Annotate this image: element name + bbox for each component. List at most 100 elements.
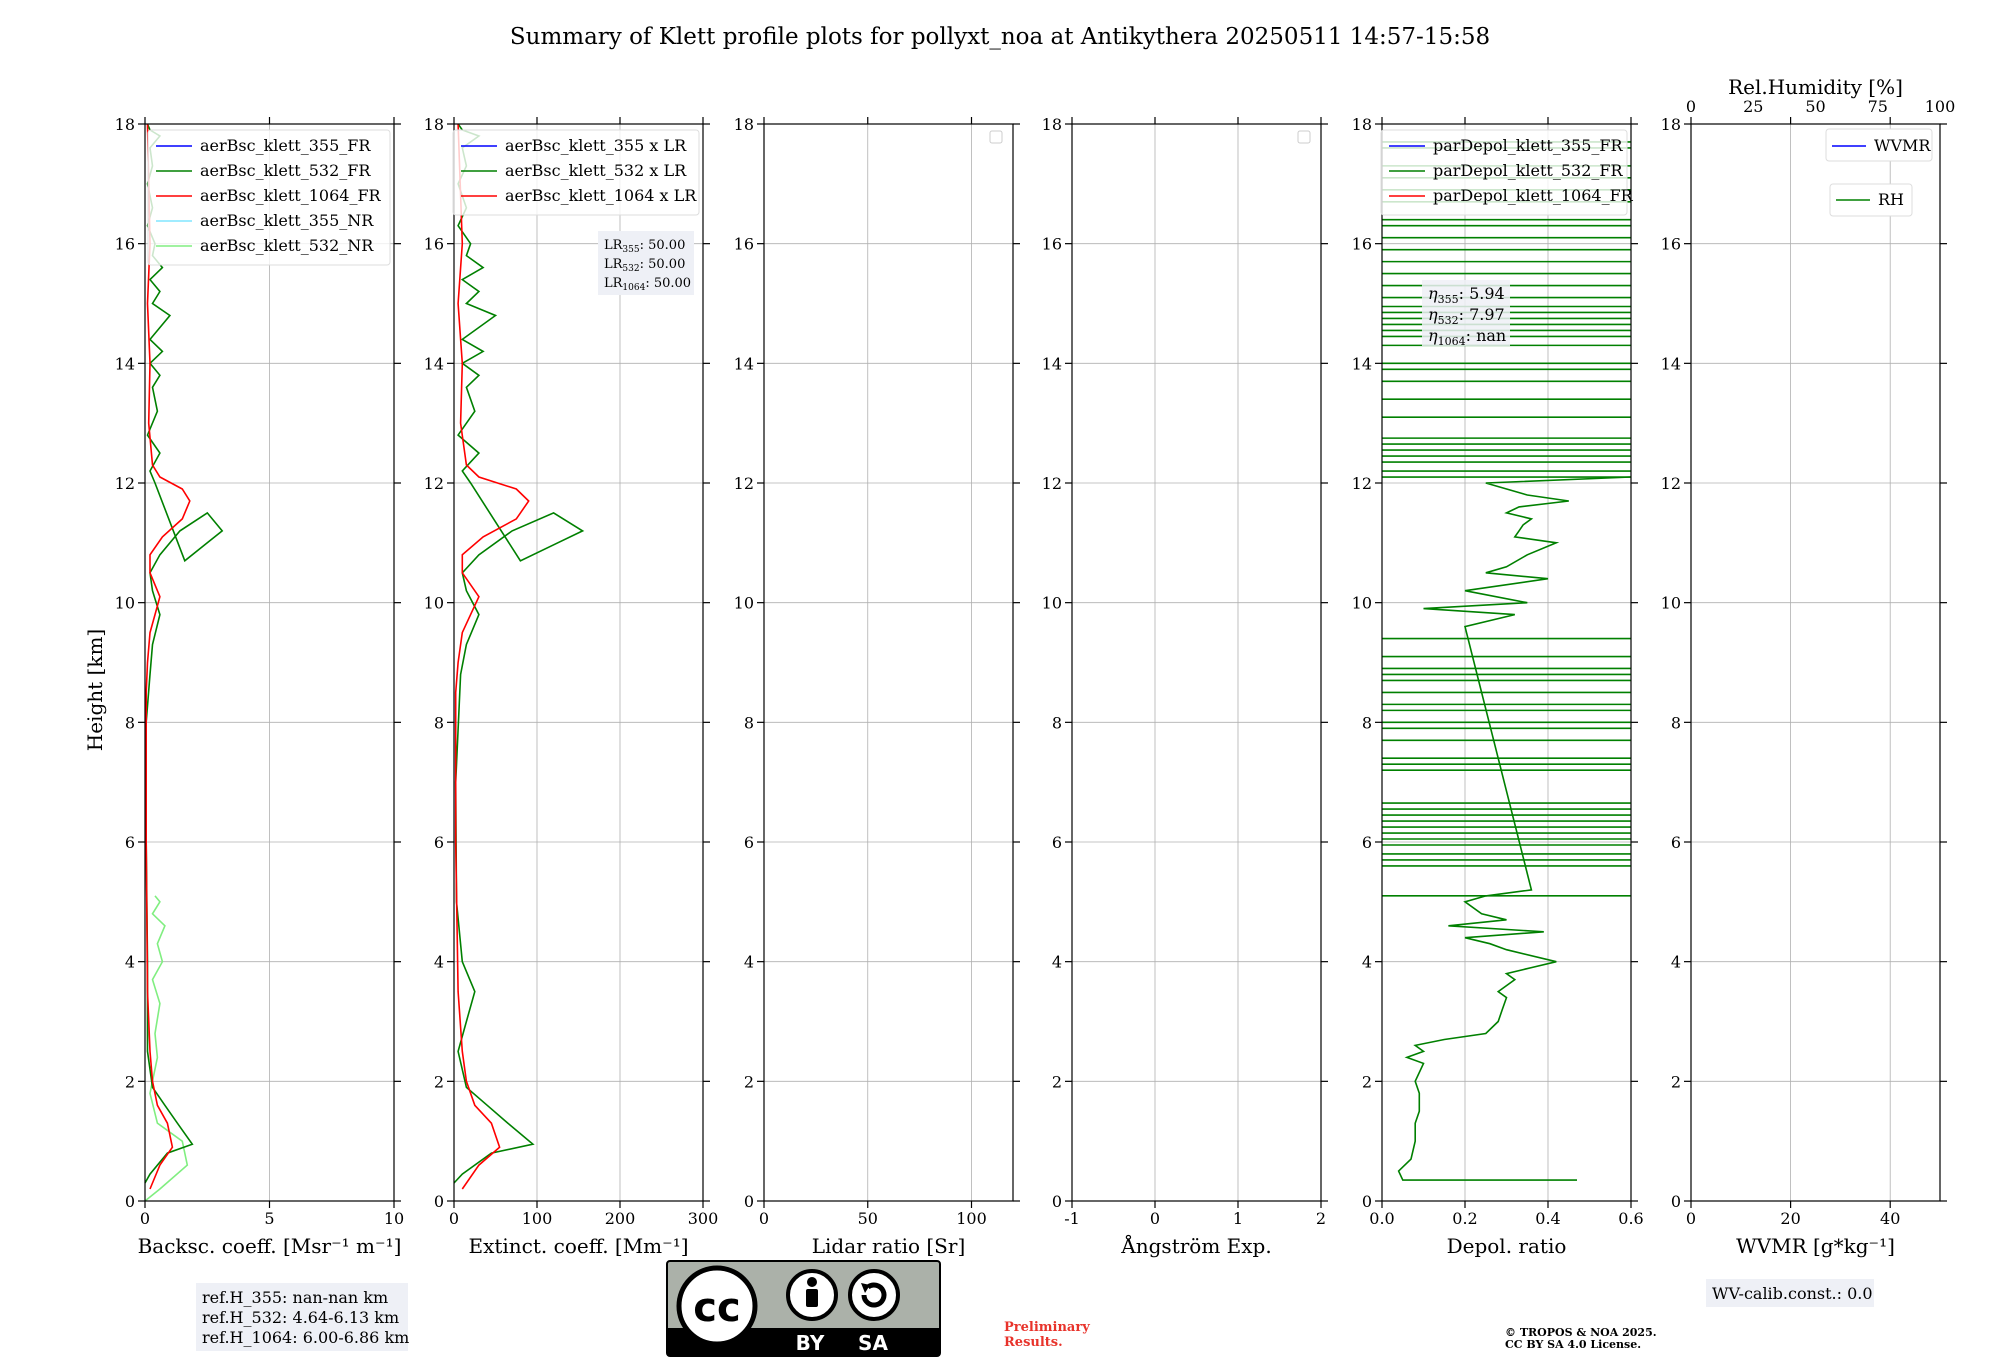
wv-calib-line: WV-calib.const.: 0.0 (1712, 1284, 1873, 1303)
y-tick-label: 6 (125, 833, 135, 852)
x-axis-label: Ångström Exp. (1120, 1233, 1271, 1258)
y-tick-label: 2 (1052, 1072, 1062, 1091)
by-label: BY (796, 1331, 825, 1355)
y-tick-label: 10 (1661, 594, 1681, 613)
x-tick-label: 0 (1150, 1209, 1160, 1228)
top-x-tick-label: 25 (1743, 97, 1763, 116)
y-axis-label: Height [km] (83, 629, 107, 751)
wv-calib-box-bg (1706, 1279, 1874, 1307)
y-tick-label: 4 (125, 953, 135, 972)
y-tick-label: 2 (744, 1072, 754, 1091)
legend-box (1380, 129, 1628, 216)
x-axis-label: Depol. ratio (1447, 1234, 1567, 1258)
y-tick-label: 14 (734, 354, 754, 373)
x-tick-label: 0.6 (1618, 1209, 1643, 1228)
y-tick-label: 16 (424, 235, 444, 254)
y-tick-label: 0 (1052, 1192, 1062, 1211)
eta-label: η (1428, 284, 1438, 303)
top-x-tick-label: 75 (1868, 97, 1888, 116)
y-tick-label: 0 (434, 1192, 444, 1211)
x-tick-label: 5 (264, 1209, 274, 1228)
x-tick-label: 0 (759, 1209, 769, 1228)
figure-title: Summary of Klett profile plots for polly… (510, 24, 1490, 50)
legend-entry: aerBsc_klett_1064 x LR (505, 186, 697, 205)
x-tick-label: 0.2 (1452, 1209, 1477, 1228)
y-tick-label: 10 (115, 594, 135, 613)
lidar-ratio-entry: LR355: 50.00 (604, 238, 685, 255)
panel-backscatter: 0 2 4 6 8 10 12 14 16 18 0 5 10 Backsc. coeff. [Msr⁻¹… (115, 115, 409, 1351)
legend-entry: parDepol_klett_1064_FR (1433, 186, 1634, 205)
x-tick-label: 50 (858, 1209, 878, 1228)
y-tick-label: 12 (1042, 474, 1062, 493)
x-tick-label: 0 (1686, 1209, 1696, 1228)
y-tick-label: 16 (1042, 235, 1062, 254)
top-axis-label: Rel.Humidity [%] (1728, 75, 1903, 99)
y-tick-label: 14 (1042, 354, 1062, 373)
y-tick-label: 18 (1661, 115, 1681, 134)
eta-subscript: 1064 (1438, 335, 1466, 348)
lidar-ratio-entry: LR532: 50.00 (604, 257, 685, 274)
x-axis-label: Extinct. coeff. [Mm⁻¹] (468, 1234, 688, 1258)
eta-label: η (1428, 305, 1438, 324)
legend-entry: aerBsc_klett_532 x LR (505, 161, 687, 180)
cc-license-badge[interactable]: cc BY SA (666, 1260, 941, 1357)
x-tick-label: 0 (449, 1209, 459, 1228)
eta-entry: η355: 5.94 (1428, 284, 1505, 306)
lidar-ratio-value: : 50.00 (640, 238, 686, 253)
series-line-aerBsc_klett_1064_FR (145, 123, 191, 1190)
plot-area (144, 123, 224, 1202)
y-tick-label: 6 (744, 833, 754, 852)
y-tick-label: 14 (424, 354, 444, 373)
panel-depol: 0 2 4 6 8 10 12 14 16 18 0.0 0.2 0.4 0.6 Depol. ratio p… (1352, 115, 1644, 1258)
legend-box (1829, 183, 1913, 217)
lidar-ratio-label: LR (604, 276, 624, 291)
lidar-ratio-entry: LR1064: 50.00 (604, 276, 691, 293)
top-x-tick-label: 50 (1805, 97, 1825, 116)
ref-height-line: ref.H_355: nan-nan km (202, 1288, 388, 1307)
y-tick-label: 4 (1362, 953, 1372, 972)
y-tick-label: 2 (1362, 1072, 1372, 1091)
lidar-ratio-value: : 50.00 (640, 257, 686, 272)
legend-entry: RH (1878, 190, 1904, 209)
y-tick-label: 18 (1042, 115, 1062, 134)
x-tick-label: 100 (956, 1209, 987, 1228)
legend: aerBsc_klett_355_FR aerBsc_klett_532_FRae… (147, 129, 391, 266)
eta-value: : 5.94 (1459, 284, 1505, 303)
y-tick-label: 2 (434, 1072, 444, 1091)
y-tick-label: 0 (1671, 1192, 1681, 1211)
y-tick-label: 16 (1661, 235, 1681, 254)
eta-entry: η532: 7.97 (1428, 305, 1505, 327)
y-tick-label: 4 (1671, 953, 1681, 972)
empty-legend-box (989, 130, 1003, 144)
lidar-ratio-subscript: 532 (622, 264, 639, 274)
panel-wvmr: 0 2 4 6 8 10 12 14 16 18 0 20 40 WVMR [g*kg⁻¹] 0 25 50 75… (1661, 75, 1955, 1307)
panels-group: 0 2 4 6 8 10 12 14 16 18 0 5 10 Backsc. coeff. [Msr⁻¹… (115, 75, 1955, 1351)
legend-box (147, 129, 391, 266)
eta-subscript: 532 (1438, 314, 1459, 327)
top-x-tick-label: 0 (1686, 97, 1696, 116)
x-tick-label: 0.4 (1535, 1209, 1560, 1228)
eta-box-bg (1422, 280, 1510, 346)
y-tick-label: 0 (744, 1192, 754, 1211)
plot-area (453, 123, 585, 1190)
y-tick-label: 10 (1042, 594, 1062, 613)
lidar-ratio-subscript: 1064 (622, 283, 645, 293)
legend-box (1825, 128, 1933, 162)
empty-legend-box (1297, 130, 1311, 144)
y-tick-label: 8 (1671, 713, 1681, 732)
x-tick-label: 40 (1880, 1209, 1900, 1228)
x-tick-label: 100 (522, 1209, 553, 1228)
y-tick-label: 12 (734, 474, 754, 493)
lidar-ratio-box-bg (598, 231, 694, 295)
x-axis-label: Backsc. coeff. [Msr⁻¹ m⁻¹] (138, 1234, 402, 1258)
y-tick-label: 10 (424, 594, 444, 613)
lidar-ratio-label: LR (604, 238, 624, 253)
legend: parDepol_klett_355_FR parDepol_klett_532_… (1380, 129, 1634, 216)
y-tick-label: 8 (744, 713, 754, 732)
preliminary-results-line1: Preliminary (1004, 1320, 1090, 1335)
